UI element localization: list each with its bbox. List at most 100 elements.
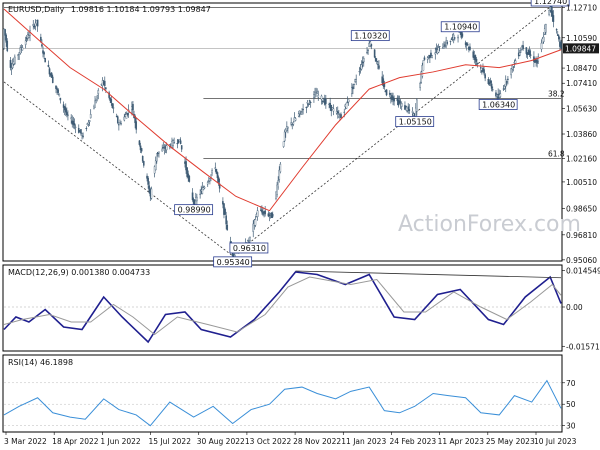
candle-body <box>176 143 179 145</box>
price-axis-label: 1.05630 <box>566 105 597 114</box>
x-axis: 3 Mar 2022 18 Apr 2022 1 Jun 2022 15 Jul 20… <box>4 432 577 446</box>
candle-body <box>430 52 432 57</box>
price-label-box <box>395 116 435 127</box>
candle-body <box>438 46 441 48</box>
candle-body <box>63 106 66 111</box>
candle-body <box>142 161 145 166</box>
candle-body <box>215 168 218 174</box>
candle-body <box>475 58 478 62</box>
macd-axis-label: -0.015712 <box>566 342 600 351</box>
candle-body <box>120 123 122 125</box>
candle-body <box>225 215 227 225</box>
price-panel-title: EURUSD,Daily 1.09816 1.10184 1.09793 1.0… <box>8 5 211 14</box>
candle-body <box>358 71 361 73</box>
candle-body <box>362 58 365 63</box>
candle-body <box>558 35 560 40</box>
candle-body <box>132 104 134 111</box>
candle-body <box>55 85 57 89</box>
candle-body <box>262 211 264 215</box>
x-axis-label: 3 Mar 2022 <box>4 437 47 446</box>
candle-body <box>480 67 482 69</box>
candle-body <box>271 214 274 217</box>
candle-body <box>290 122 292 125</box>
candle-body <box>21 47 24 51</box>
candle-body <box>313 94 315 98</box>
price-axis-label: 1.08470 <box>566 64 597 73</box>
candle-body <box>343 111 346 113</box>
candle-body <box>426 57 429 60</box>
candle-body <box>396 97 399 102</box>
price-label: 1.06340 <box>482 101 515 110</box>
candle-body <box>499 93 502 98</box>
candle-body <box>431 55 433 58</box>
candle-body <box>467 44 469 46</box>
candle-body <box>110 99 113 103</box>
candle-body <box>385 89 388 96</box>
candle-body <box>224 208 226 215</box>
price-label-box <box>174 204 214 216</box>
candle-body <box>150 188 153 199</box>
candle-body <box>308 100 311 102</box>
candle-body <box>5 34 7 43</box>
candle-body <box>73 123 76 126</box>
candle-body <box>502 88 505 90</box>
candle-body <box>51 76 54 83</box>
candle-body <box>116 116 119 123</box>
price-axis-label: 1.03860 <box>566 130 597 139</box>
candle-body <box>454 37 456 39</box>
candle-body <box>483 69 485 74</box>
candle-body <box>406 110 408 112</box>
candle-body <box>336 111 339 114</box>
candle-body <box>146 175 148 179</box>
candle-body <box>461 33 464 37</box>
price-label-box <box>478 99 518 110</box>
x-axis-label: 1 Jun 2022 <box>100 437 141 446</box>
candle-body <box>191 192 194 201</box>
candle-body <box>353 83 355 85</box>
candle-body <box>320 95 323 100</box>
candle-body <box>528 50 531 56</box>
price-axis-label: 1.07410 <box>566 79 597 88</box>
candle-body <box>416 99 418 112</box>
candle-body <box>118 124 120 126</box>
macd-signal-line <box>3 276 562 336</box>
candle-body <box>135 121 138 130</box>
price-axis-label: 1.00510 <box>566 178 597 187</box>
candle-body <box>4 29 6 36</box>
candle-body <box>484 74 486 79</box>
candle-body <box>14 56 16 64</box>
candle-body <box>407 106 410 110</box>
candle-body <box>74 126 77 128</box>
candle-body <box>201 187 204 194</box>
candle-body <box>3 28 5 49</box>
price-axis-label: 0.96810 <box>566 231 597 240</box>
candle-body <box>226 224 229 231</box>
candle-body <box>66 112 68 116</box>
candle-body <box>40 36 42 41</box>
candle-body <box>126 113 129 115</box>
candle-body <box>536 59 538 64</box>
candle-body <box>552 15 555 22</box>
candle-body <box>469 46 471 50</box>
chart-title: EURUSD,Daily <box>8 5 65 14</box>
candle-body <box>347 99 350 103</box>
candle-body <box>388 92 391 95</box>
candle-body <box>254 219 257 226</box>
candle-body <box>317 94 320 98</box>
candle-body <box>70 117 72 120</box>
candle-body <box>435 48 438 50</box>
candle-body <box>450 38 453 40</box>
candle-body <box>199 193 201 195</box>
fibonacci-level-label: 61.8 <box>548 149 565 158</box>
price-panel-frame <box>2 2 563 262</box>
candle-body <box>154 160 157 171</box>
candle-body <box>222 201 224 205</box>
candle-body <box>374 57 377 62</box>
candle-body <box>81 133 83 136</box>
candle-body <box>279 163 282 173</box>
candle-body <box>408 109 411 111</box>
candle-body <box>105 87 107 90</box>
candle-body <box>299 110 301 115</box>
rsi-layer: 70 50 30 <box>3 379 576 431</box>
